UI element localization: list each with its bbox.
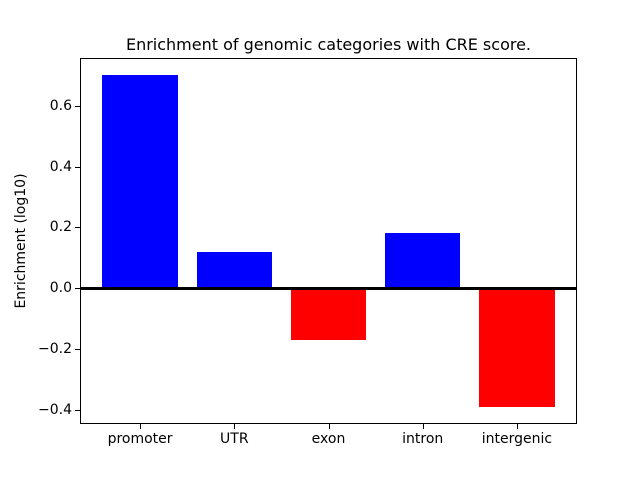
x-tick-label-UTR: UTR — [220, 431, 249, 447]
x-tick-label-promoter: promoter — [107, 431, 173, 447]
y-tick-label: 0.6 — [49, 97, 72, 114]
bar-promoter — [102, 75, 178, 289]
y-tick-label: 0.0 — [49, 280, 72, 297]
y-tick-mark — [75, 409, 80, 411]
y-tick-mark — [75, 166, 80, 168]
y-tick-mark — [75, 105, 80, 107]
y-tick-mark — [75, 227, 80, 229]
x-tick-label-intron: intron — [402, 431, 444, 447]
bar-UTR — [196, 251, 272, 289]
x-tick-label-intergenic: intergenic — [481, 431, 553, 447]
y-tick-label: 0.2 — [49, 219, 72, 236]
bar-intron — [385, 233, 461, 289]
y-tick-label: −0.2 — [38, 340, 72, 357]
y-tick-mark — [75, 288, 80, 290]
y-tick-label: 0.4 — [49, 158, 72, 175]
x-tick-mark — [328, 424, 330, 429]
bar-intergenic — [479, 288, 555, 407]
x-tick-mark — [422, 424, 424, 429]
x-tick-mark — [140, 424, 142, 429]
x-tick-label-exon: exon — [311, 431, 346, 447]
plot-area — [80, 58, 577, 424]
y-tick-mark — [75, 348, 80, 350]
x-tick-mark — [234, 424, 236, 429]
chart-title: Enrichment of genomic categories with CR… — [125, 35, 532, 54]
x-tick-mark — [516, 424, 518, 429]
zero-line — [81, 286, 576, 290]
bar-exon — [290, 288, 367, 340]
y-tick-label: −0.4 — [38, 401, 72, 418]
